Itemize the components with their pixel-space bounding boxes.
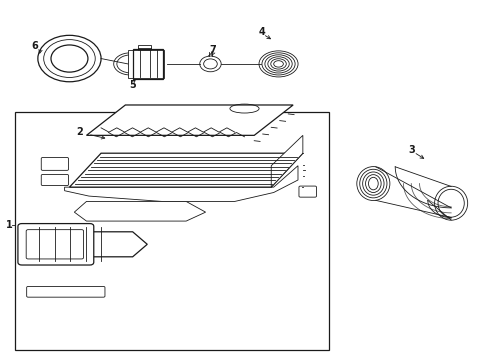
Polygon shape — [74, 202, 205, 221]
FancyBboxPatch shape — [298, 186, 316, 197]
FancyBboxPatch shape — [41, 175, 68, 185]
Bar — [127, 50, 164, 78]
Text: 6: 6 — [31, 41, 38, 51]
Bar — [137, 45, 151, 50]
Polygon shape — [64, 166, 297, 202]
FancyBboxPatch shape — [18, 224, 94, 265]
Polygon shape — [271, 135, 302, 187]
Polygon shape — [86, 105, 292, 135]
Text: 5: 5 — [129, 80, 136, 90]
Text: 7: 7 — [209, 45, 216, 55]
Polygon shape — [69, 153, 302, 187]
Bar — [132, 49, 163, 79]
Text: 2: 2 — [76, 127, 82, 137]
Text: 3: 3 — [408, 145, 415, 155]
FancyBboxPatch shape — [41, 157, 68, 170]
Polygon shape — [22, 232, 147, 257]
Text: 1: 1 — [6, 220, 13, 230]
Text: 4: 4 — [258, 27, 264, 37]
Bar — [15, 112, 328, 350]
FancyBboxPatch shape — [27, 287, 105, 297]
FancyBboxPatch shape — [26, 230, 83, 259]
